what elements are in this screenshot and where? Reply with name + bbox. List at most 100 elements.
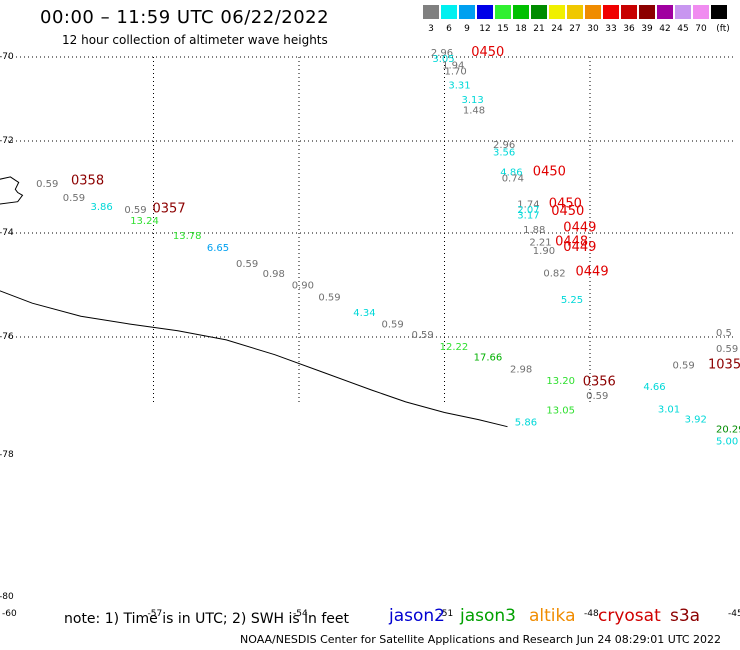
legend-label: 45	[677, 24, 689, 34]
graticule	[8, 56, 734, 405]
wave-height-label: 5.25	[561, 295, 583, 306]
observations: 2.963.051.941.7004503.313.131.482.963.56…	[36, 45, 740, 447]
wave-height-label: 0.59	[382, 320, 404, 331]
wave-height-label: 0.5	[716, 328, 732, 339]
legend-label: 70	[695, 24, 707, 34]
pass-time-label: 0449	[576, 265, 609, 280]
wave-height-label: 0.90	[292, 281, 314, 292]
legend-label: 21	[533, 24, 545, 34]
legend-swatch	[549, 5, 565, 19]
wave-height-label: 20.29	[716, 425, 740, 436]
wave-height-label: 6.65	[207, 243, 229, 254]
satellite-name: jason3	[460, 606, 516, 626]
wave-height-label: 2.96	[493, 140, 515, 151]
legend-swatch	[711, 5, 727, 19]
wave-height-label: 0.59	[586, 391, 608, 402]
pass-time-label: 0356	[583, 374, 616, 389]
satellite-name: jason2	[389, 606, 445, 626]
legend-swatch	[693, 5, 709, 19]
legend-label: 33	[605, 24, 617, 34]
wave-height-label: 2.98	[510, 364, 532, 375]
credit-line: NOAA/NESDIS Center for Satellite Applica…	[240, 633, 722, 646]
latitude-label: -74	[0, 228, 14, 238]
wave-height-label: 0.59	[36, 179, 58, 190]
wave-height-label: 4.66	[643, 382, 665, 393]
legend-swatch	[531, 5, 547, 19]
wave-height-label: 3.13	[462, 95, 484, 106]
wave-height-label: 0.59	[236, 259, 258, 270]
longitude-label: -60	[2, 609, 17, 619]
wave-height-label: 2.07	[517, 205, 539, 216]
coastline	[0, 176, 508, 428]
satellite-name: s3a	[670, 606, 701, 626]
wave-height-label: 0.59	[318, 293, 340, 304]
wave-height-label: 0.82	[543, 269, 565, 280]
longitude-label: -45	[728, 609, 740, 619]
page-title: 00:00 – 11:59 UTC 06/22/2022	[40, 7, 330, 28]
wave-height-label: 13.24	[130, 216, 159, 227]
wave-height-label: 13.20	[546, 376, 575, 387]
legend-label: 30	[587, 24, 599, 34]
wave-height-label: 0.59	[63, 193, 85, 204]
legend-label: 3	[428, 24, 434, 34]
wave-height-label: 1.74	[517, 200, 539, 211]
pass-time-label: 0449	[563, 221, 596, 236]
wave-height-label: 13.78	[173, 231, 202, 242]
wave-height-label: 0.74	[502, 174, 524, 185]
legend-swatch	[495, 5, 511, 19]
legend-unit: (ft)	[716, 24, 730, 34]
wave-height-label: 4.86	[500, 168, 522, 179]
pass-time-label: 0449	[563, 240, 596, 255]
wave-height-label: 1.90	[533, 246, 555, 257]
wave-height-label: 5.00	[716, 436, 738, 447]
legend-label: 36	[623, 24, 635, 34]
legend-label: 6	[446, 24, 452, 34]
wave-height-label: 3.31	[448, 81, 470, 92]
satellite-name: altika	[529, 606, 576, 626]
wave-height-label: 1.48	[463, 106, 485, 117]
wave-height-label: 3.56	[493, 148, 515, 159]
wave-height-label: 13.05	[546, 406, 575, 417]
legend-swatch	[567, 5, 583, 19]
legend-label: 9	[464, 24, 470, 34]
island-outline	[0, 176, 24, 205]
pass-time-label: 0450	[471, 45, 504, 60]
legend-swatch	[603, 5, 619, 19]
wave-height-label: 1.70	[445, 67, 467, 78]
legend-swatch	[513, 5, 529, 19]
wave-height-label: 1.94	[442, 60, 464, 71]
wave-height-label: 3.05	[432, 54, 454, 65]
longitude-label: -57	[147, 609, 163, 619]
wave-height-label: 2.21	[529, 238, 551, 249]
legend-label: 24	[551, 24, 563, 34]
legend-label: 39	[641, 24, 653, 34]
latitude-label: -78	[0, 450, 14, 460]
wave-height-label: 0.59	[124, 205, 146, 216]
wave-height-label: 3.86	[91, 202, 113, 213]
longitude-label: -54	[293, 609, 308, 619]
legend-swatch	[657, 5, 673, 19]
pass-time-label: 0450	[551, 204, 584, 219]
latitude-label: -70	[0, 52, 14, 62]
legend-swatch	[585, 5, 601, 19]
legend-swatch	[477, 5, 493, 19]
wave-height-label: 3.92	[685, 415, 707, 426]
pass-time-label: 0448	[555, 235, 588, 250]
legend-label: 12	[479, 24, 491, 34]
wave-height-label: 2.96	[431, 48, 453, 59]
legend-swatch	[639, 5, 655, 19]
wave-height-label: 4.34	[353, 308, 375, 319]
coastline-path	[0, 290, 508, 428]
longitude-label: -48	[584, 609, 599, 619]
legend-swatch	[459, 5, 475, 19]
legend-swatch	[441, 5, 457, 19]
pass-time-label: 0358	[71, 174, 104, 189]
wave-height-label: 0.98	[263, 269, 285, 280]
wave-height-label: 3.01	[658, 405, 680, 416]
legend-swatch	[423, 5, 439, 19]
legend-label: 18	[515, 24, 527, 34]
wave-height-label: 5.86	[515, 418, 537, 429]
satellite-name: cryosat	[598, 606, 661, 626]
